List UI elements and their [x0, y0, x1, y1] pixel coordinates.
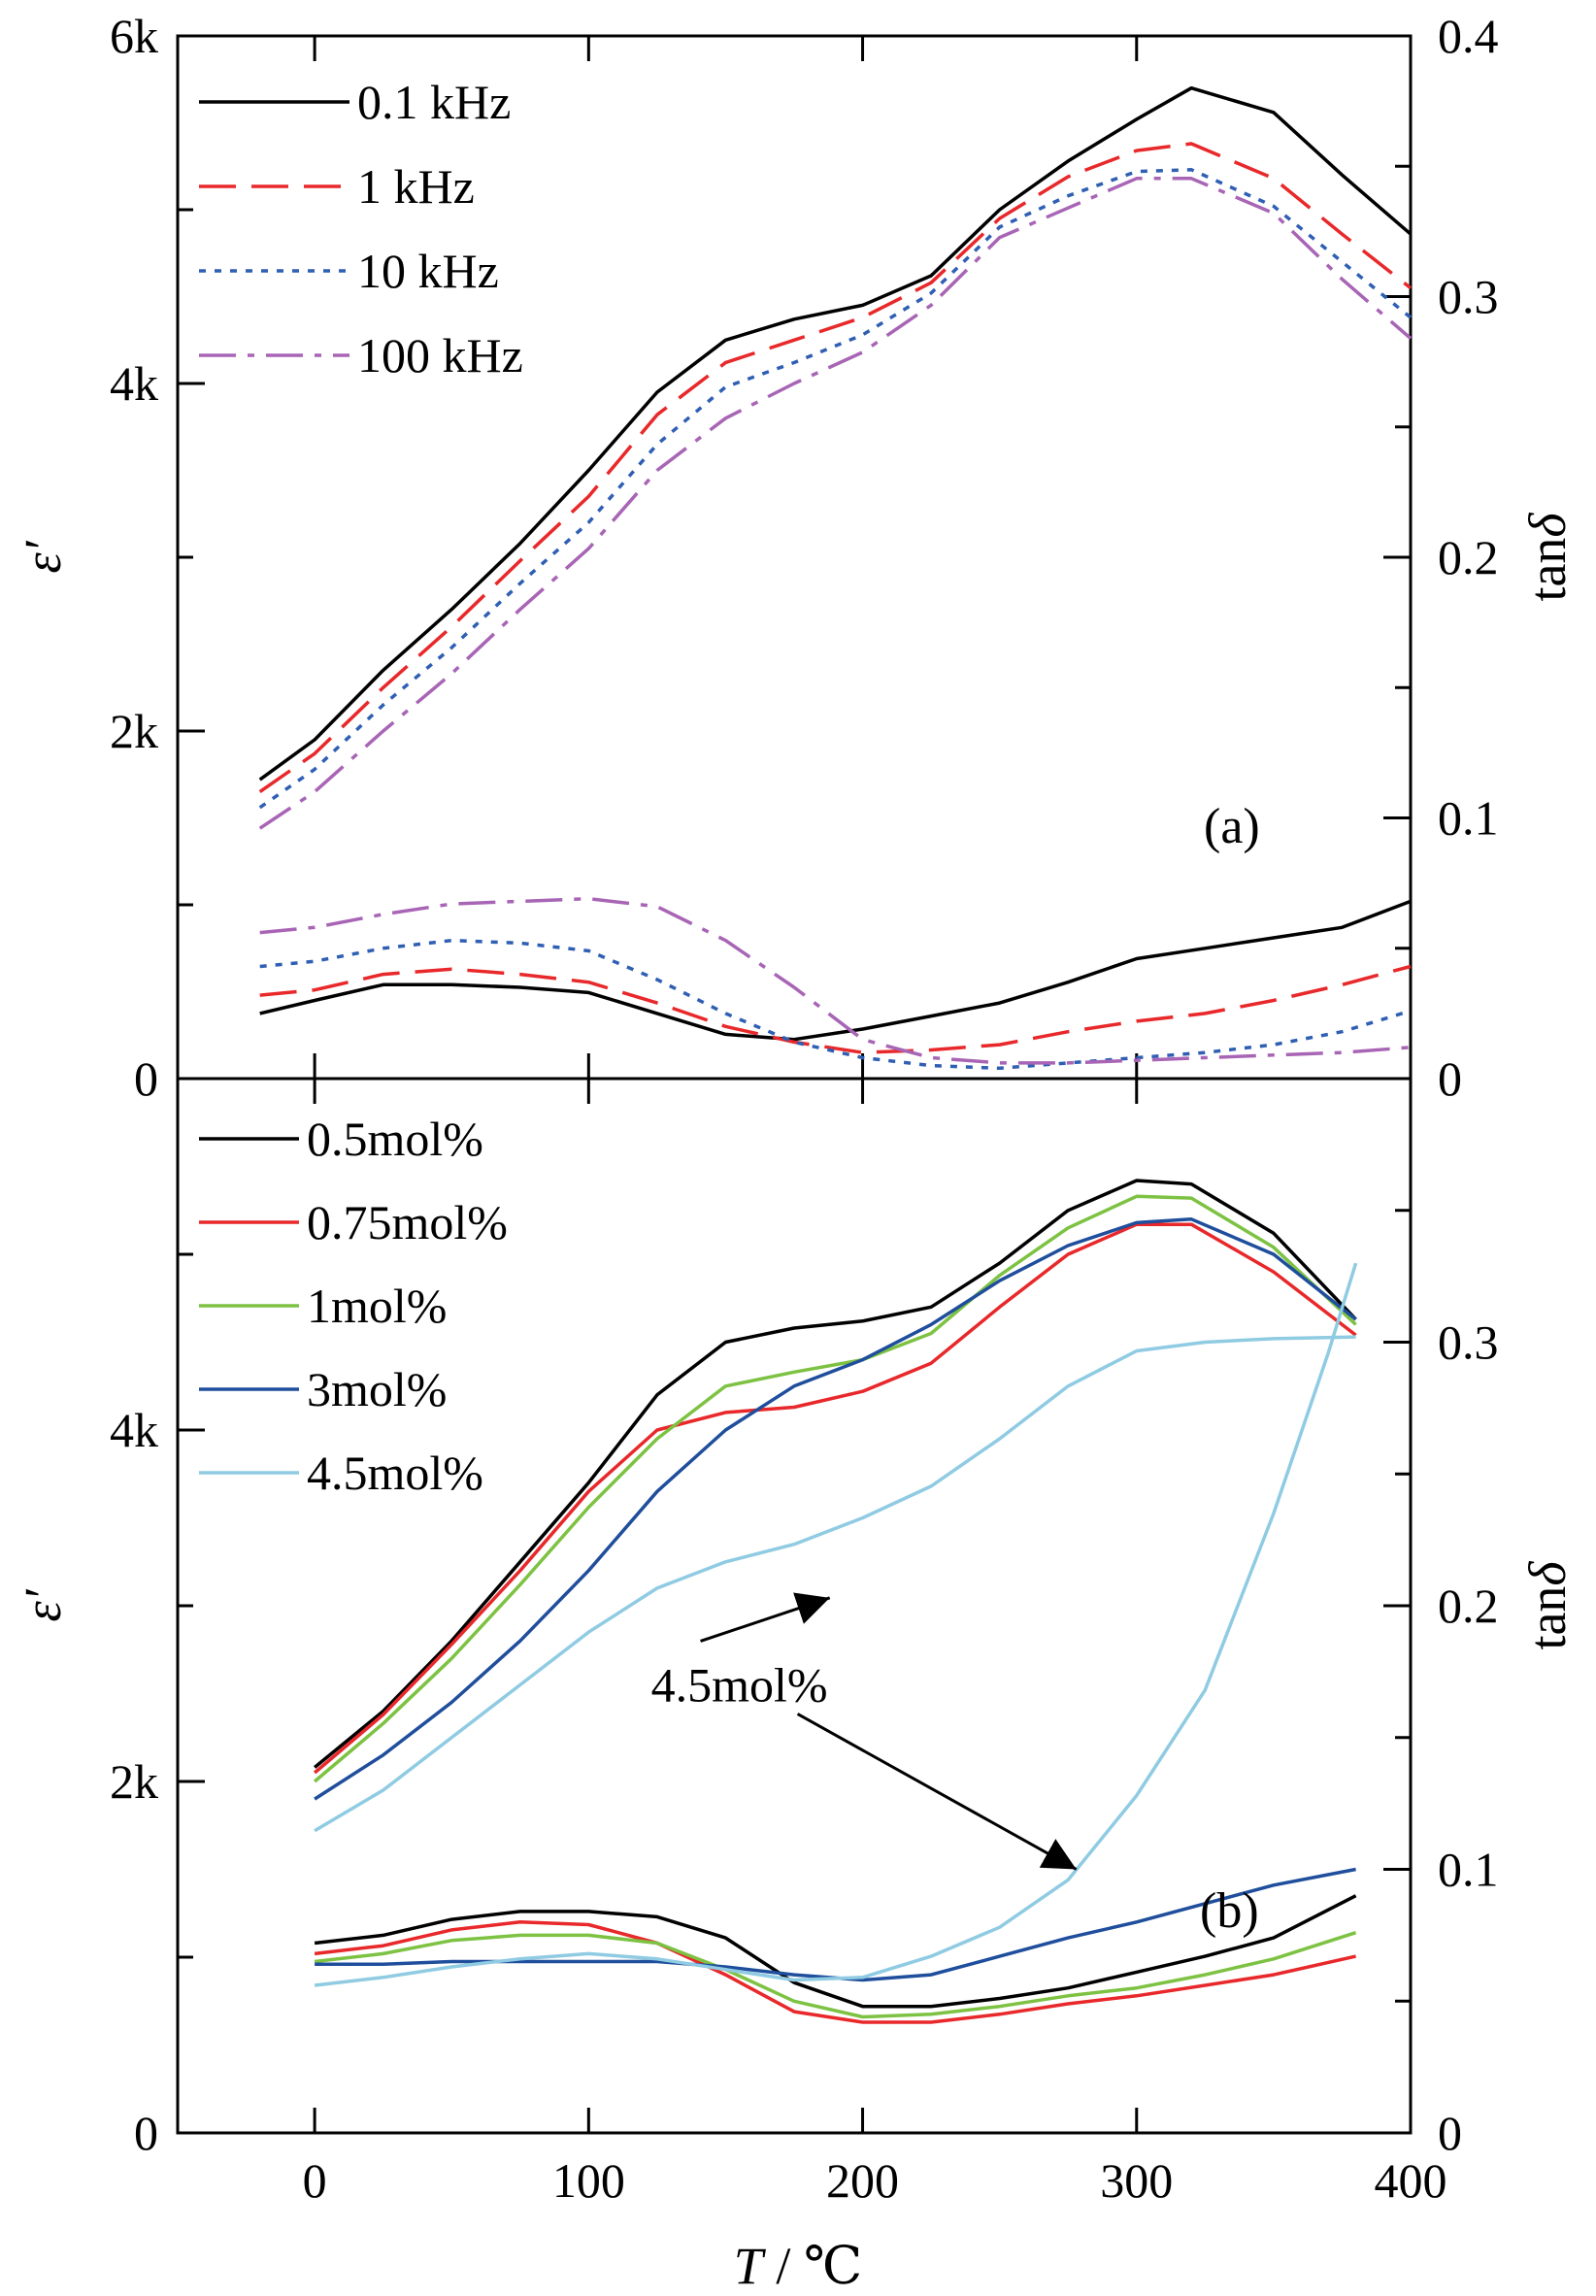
tan-delta-curve — [314, 1894, 1357, 2009]
annotation-arrow — [700, 1592, 831, 1643]
y-right-tick-label: 0.3 — [1438, 1315, 1499, 1370]
series-b-4: 3mol% — [199, 1217, 1357, 1982]
legend-label: 0.5mol% — [307, 1112, 483, 1166]
tan-delta-curve — [259, 964, 1412, 1054]
y-right-tick-label: 0.4 — [1438, 9, 1499, 63]
series-a-4: 100 kHz — [199, 177, 1413, 1065]
x-tick-label: 100 — [552, 2153, 625, 2208]
annotation-arrow — [796, 1713, 1078, 1871]
legend-label: 100 kHz — [357, 328, 523, 383]
permittivity-curve — [314, 1335, 1356, 1833]
annotation-label: 4.5mol% — [651, 1657, 828, 1712]
y-right-tick-label: 0 — [1438, 1051, 1462, 1106]
tan-delta-curve — [259, 899, 1412, 1042]
permittivity-curve — [258, 142, 1413, 794]
y-right-tick-label: 0 — [1438, 2106, 1462, 2160]
y-left-tick-label: 6k — [110, 9, 158, 63]
x-axis-label: T / ℃ — [734, 2237, 862, 2295]
y-right-axis-label: tanδ — [1518, 513, 1577, 602]
y-left-tick-label: 4k — [110, 1403, 158, 1457]
legend-label: 1mol% — [307, 1279, 447, 1333]
series-b-5: 4.5mol% — [199, 1262, 1358, 1987]
series-a-2: 1 kHz — [199, 142, 1413, 1054]
permittivity-curve — [258, 177, 1413, 830]
tan-delta-curve — [314, 1262, 1358, 1987]
permittivity-curve — [313, 1222, 1357, 1775]
permittivity-curve — [313, 1194, 1357, 1783]
permittivity-curve — [313, 1179, 1357, 1769]
series-b-1: 0.5mol% — [199, 1112, 1357, 2009]
x-tick-label: 0 — [303, 2153, 327, 2208]
legend-label: 1 kHz — [357, 159, 475, 214]
y-left-tick-label: 0 — [134, 2106, 158, 2160]
tan-delta-curve — [314, 1931, 1357, 2019]
series-a-3: 10 kHz — [199, 168, 1413, 1071]
x-tick-label: 200 — [826, 2153, 899, 2208]
tan-delta-curve — [259, 938, 1412, 1071]
panel-label: (b) — [1200, 1883, 1259, 1939]
y-right-tick-label: 0.2 — [1438, 530, 1499, 584]
permittivity-curve — [314, 1217, 1357, 1801]
legend-label: 0.75mol% — [307, 1195, 508, 1249]
permittivity-curve — [258, 85, 1413, 782]
y-left-tick-label: 2k — [110, 1754, 158, 1809]
y-right-tick-label: 0.1 — [1438, 791, 1499, 846]
legend-label: 4.5mol% — [307, 1446, 483, 1500]
y-right-tick-label: 0.3 — [1438, 270, 1499, 324]
y-left-tick-label: 0 — [134, 1051, 158, 1106]
y-left-tick-label: 4k — [110, 356, 158, 411]
panel-a: 0 2k 4k 6k 0 0.1 0.2 0.3 0.4 ε′ tanδ 0.1 kHz 1 kHz 10… — [14, 9, 1577, 1106]
legend-label: 3mol% — [307, 1362, 447, 1416]
legend-label: 10 kHz — [357, 244, 499, 298]
tan-delta-curve — [314, 1920, 1356, 2024]
panel-label: (a) — [1204, 799, 1260, 854]
tan-delta-curve — [259, 896, 1412, 1065]
y-right-tick-label: 0.2 — [1438, 1579, 1499, 1633]
x-tick-label: 300 — [1100, 2153, 1173, 2208]
y-right-tick-label: 0.1 — [1438, 1843, 1499, 1897]
permittivity-curve — [258, 168, 1413, 810]
series-a-1: 0.1 kHz — [199, 75, 1413, 1042]
y-left-axis-label: ε′ — [14, 540, 72, 573]
series-b-3: 1mol% — [199, 1194, 1357, 2019]
series-b-2: 0.75mol% — [199, 1195, 1357, 2024]
x-tick-label: 400 — [1375, 2153, 1447, 2208]
y-right-axis-label: tanδ — [1518, 1561, 1577, 1650]
y-left-tick-label: 2k — [110, 704, 158, 758]
legend-label: 0.1 kHz — [357, 75, 511, 129]
y-left-axis-label: ε′ — [14, 1588, 72, 1621]
